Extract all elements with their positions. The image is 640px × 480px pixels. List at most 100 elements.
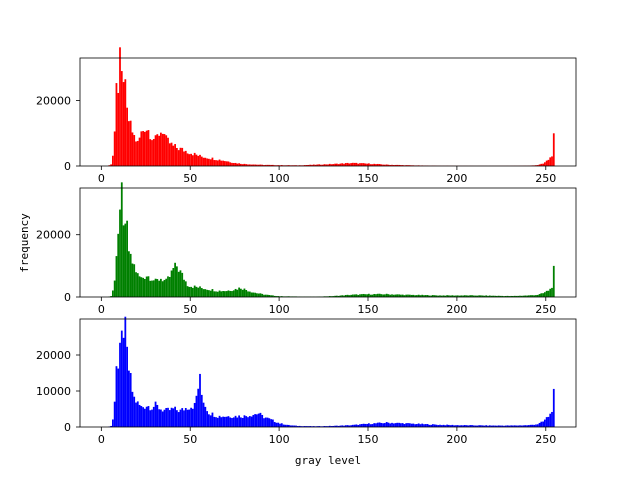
green-bar-95 [270,295,272,297]
red-bar-99 [277,165,280,166]
red-bar-50 [190,153,192,166]
green-bar-59 [206,289,208,297]
green-bar-202 [460,295,463,297]
blue-bar-119 [312,426,315,427]
green-bar-142 [353,294,356,297]
red-bar-89 [259,164,262,166]
blue-bar-109 [295,425,297,427]
blue-bar-98 [275,422,278,427]
green-xtick-label-250: 250 [535,303,556,316]
green-bar-196 [449,295,452,297]
blue-bar-214 [481,425,484,427]
green-bar-228 [506,295,509,297]
green-bar-55 [199,286,201,297]
blue-bar-126 [325,426,328,427]
red-bar-86 [254,164,256,166]
blue-bar-92 [264,417,267,427]
blue-bar-228 [506,425,509,427]
red-bar-33 [160,132,162,166]
green-bar-244 [535,295,537,297]
blue-bar-212 [478,425,480,427]
red-bar-246 [538,164,541,166]
blue-bar-168 [400,423,402,427]
blue-bar-22 [140,406,143,427]
blue-bar-21 [138,404,141,427]
red-bar-136 [343,163,345,166]
green-bar-131 [334,295,336,297]
blue-bar-190 [439,424,441,427]
blue-bar-250 [545,417,548,427]
red-bar-52 [193,152,196,166]
blue-bar-80 [243,415,246,427]
green-bar-178 [417,294,420,297]
green-bar-9 [117,233,120,297]
blue-bar-67 [220,417,223,427]
blue-bar-187 [433,424,436,427]
blue-bar-69 [224,416,226,427]
blue-bar-104 [286,424,288,427]
red-bar-155 [376,163,379,166]
blue-bar-84 [250,416,253,427]
blue-bar-246 [538,422,541,427]
blue-bar-253 [551,411,553,427]
green-bar-134 [339,295,342,297]
green-xtick-label-150: 150 [358,303,379,316]
green-bar-92 [264,294,267,297]
red-bar-135 [341,163,344,166]
green-bar-75 [234,288,237,297]
red-bar-9 [117,92,120,166]
blue-bar-30 [154,401,157,427]
blue-bar-52 [193,402,196,427]
blue-bar-10 [119,342,121,427]
green-bar-170 [403,295,406,297]
green-bar-190 [439,295,441,297]
green-bar-86 [254,292,256,297]
red-bar-148 [364,163,367,166]
red-bar-65 [216,160,219,166]
blue-bar-213 [480,425,482,427]
blue-bar-44 [179,409,182,427]
green-bar-14 [126,220,128,297]
blue-bar-181 [423,424,425,427]
green-bar-26 [147,276,150,297]
blue-bar-178 [417,423,420,427]
green-bar-77 [238,287,240,297]
red-xtick-label-0: 0 [98,172,105,185]
red-bar-244 [535,165,537,166]
green-bar-44 [179,270,182,297]
green-xtick-label-0: 0 [98,303,105,316]
blue-bar-171 [405,423,408,427]
blue-bar-202 [460,425,463,427]
red-bar-141 [352,162,354,166]
red-channel-panel: 0 50 100 150 200 250 0 20000 [36,47,577,185]
blue-bar-17 [131,391,134,427]
blue-plot-frame [79,318,577,428]
blue-bar-218 [488,425,491,427]
blue-bar-101 [280,423,283,427]
blue-bar-115 [305,426,308,427]
red-bar-67 [220,160,223,166]
red-bar-49 [188,154,191,166]
red-bar-61 [209,159,212,166]
blue-bar-179 [419,424,422,427]
green-bar-6 [112,290,114,297]
red-bar-161 [387,164,390,166]
green-bar-36 [165,278,168,297]
green-bar-61 [209,290,212,297]
green-bar-189 [437,295,440,297]
blue-bar-100 [279,423,281,427]
red-bar-85 [252,164,255,166]
blue-bar-211 [476,425,479,427]
blue-bar-110 [296,426,299,427]
blue-bar-28 [151,409,153,427]
green-bar-221 [494,295,496,297]
blue-bar-18 [133,396,136,427]
red-bar-75 [234,162,237,166]
green-bar-184 [428,295,431,297]
blue-bar-129 [330,426,333,427]
green-bar-144 [357,294,360,297]
blue-bar-167 [398,422,400,427]
blue-bar-176 [414,424,416,427]
blue-bar-32 [158,409,160,427]
blue-bar-184 [428,424,431,427]
